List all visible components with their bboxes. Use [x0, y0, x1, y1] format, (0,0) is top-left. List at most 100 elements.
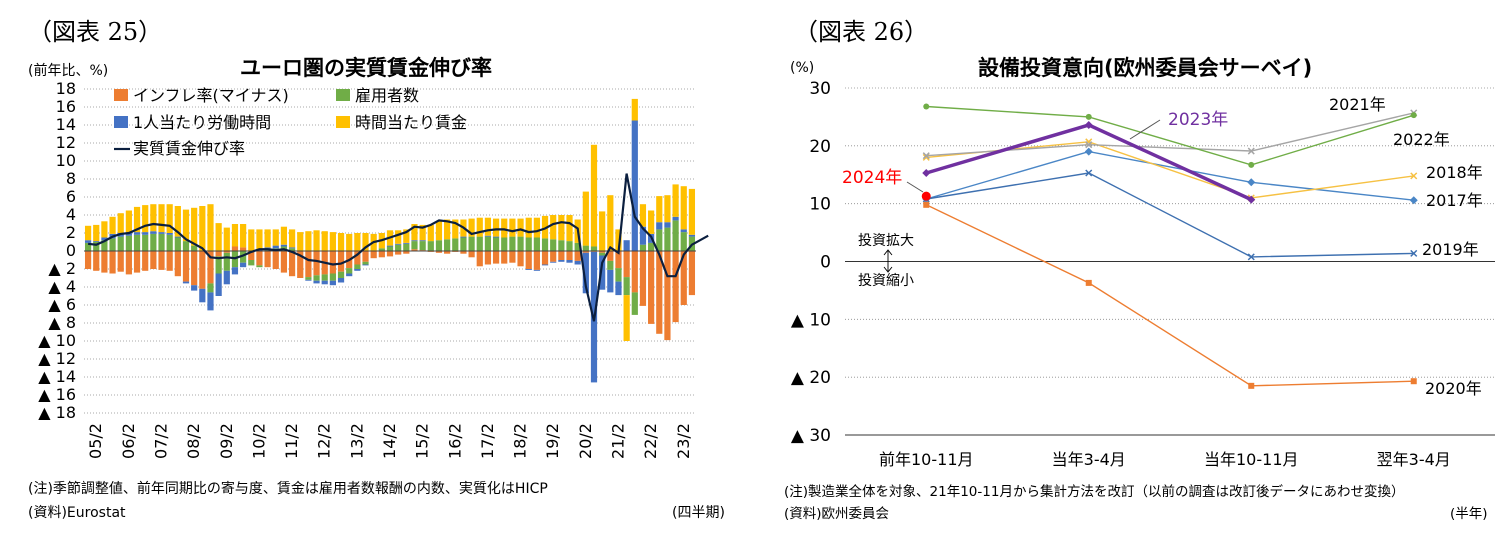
bar-segment [321, 274, 328, 281]
bar-segment [476, 217, 483, 237]
bar-segment [468, 236, 475, 251]
point-marker [1247, 147, 1255, 155]
bar-segment [444, 251, 451, 254]
figure-label-26: （図表 26） [794, 18, 929, 46]
bar-segment [672, 220, 679, 251]
bar-segment [280, 226, 288, 245]
bar-segment [84, 242, 92, 251]
y-tick-label: 2 [66, 223, 76, 242]
annotation-arrow [883, 249, 893, 273]
bar-segment [664, 251, 671, 341]
bar-segment [468, 251, 475, 258]
bar-segment [395, 230, 402, 244]
point-marker [1248, 161, 1255, 168]
bar-segment [158, 232, 165, 234]
bar-segment [346, 233, 353, 251]
bar-segment [631, 292, 638, 315]
bar-segment [125, 251, 132, 275]
bar-segment [313, 230, 320, 251]
bar-segment [648, 210, 655, 234]
bar-segment [582, 191, 589, 246]
legend-label: 1人当たり労働時間 [133, 113, 271, 132]
figure-label-25: （図表 25） [28, 18, 163, 46]
bar-segment [386, 245, 394, 247]
bar-segment [142, 251, 149, 271]
bar-segment [305, 251, 312, 278]
right-chart-panel: （図表 26） 設備投資意向(欧州委員会サーベイ) (%) ▲ 30 ▲ 20 ▲ … [770, 0, 1511, 545]
bar-segment [240, 251, 247, 263]
series-line [925, 204, 1414, 387]
legend-label: インフレ率(マイナス) [133, 86, 289, 105]
point-marker [1084, 121, 1093, 130]
bar-segment [574, 251, 581, 261]
y-tick-label: 20 [809, 137, 831, 157]
left-chart-panel: （図表 25） ユーロ圏の実質賃金伸び率 (前年比、%) ▲ 18 ▲ 16 ▲ 1… [0, 0, 755, 545]
x-tick-label: 19/2 [543, 423, 562, 459]
x-tick-label: 07/2 [152, 423, 171, 459]
legend-swatch [336, 116, 350, 128]
bar-segment [550, 215, 557, 240]
bar-segment [354, 233, 361, 251]
bar-segment [623, 240, 630, 251]
bar-segment [590, 246, 598, 251]
bar-segment [386, 246, 394, 251]
bar-segment [664, 227, 671, 251]
bar-segment [93, 251, 100, 271]
bar-segment [639, 251, 647, 306]
bar-segment [623, 295, 630, 341]
bar-segment [346, 268, 353, 274]
bar-segment [688, 234, 696, 237]
x-tick-label: 11/2 [282, 423, 301, 459]
bar-segment [248, 229, 255, 251]
bar-segment [93, 241, 100, 242]
right-chart-title: 設備投資意向(欧州委員会サーベイ) [978, 56, 1313, 80]
bar-segment [403, 251, 410, 254]
y-tick-label: ▲ 10 [38, 331, 76, 350]
bar-segment [599, 211, 606, 251]
point-marker [1085, 141, 1093, 149]
bar-segment [501, 237, 508, 251]
bar-segment [452, 219, 459, 239]
bar-segment [680, 186, 687, 230]
bar-segment [574, 260, 581, 265]
bar-segment [272, 251, 279, 269]
x-tick-label: 前年10-11月 [879, 450, 974, 469]
bar-segment [313, 275, 320, 281]
bar-segment [656, 196, 663, 223]
bar-segment [419, 241, 426, 251]
y-tick-label: 16 [56, 97, 76, 116]
bar-segment [280, 244, 288, 247]
x-tick-label: 08/2 [184, 423, 203, 459]
bar-segment [199, 251, 206, 289]
x-tick-label: 21/2 [608, 423, 627, 459]
bar-segment [550, 239, 557, 251]
bar-segment [231, 267, 239, 275]
bar-segment [362, 251, 369, 262]
bar-segment [223, 270, 230, 285]
bar-segment [541, 251, 549, 265]
point-marker [1410, 172, 1418, 180]
bar-segment [607, 195, 614, 251]
x-tick-label: 18/2 [511, 423, 530, 459]
bar-segment [623, 277, 630, 296]
point-marker [1410, 249, 1418, 257]
bar-segment [566, 260, 573, 263]
bar-segment [590, 144, 598, 247]
bar-segment [460, 236, 467, 238]
bar-segment [427, 224, 434, 242]
bar-segment [305, 279, 312, 281]
bar-segment [484, 251, 492, 265]
bar-segment [607, 260, 614, 270]
left-source: (資料)Eurostat [28, 505, 126, 521]
bar-segment [615, 268, 622, 282]
bar-segment [419, 224, 426, 241]
bar-segment [166, 251, 173, 271]
bar-segment [501, 251, 508, 264]
point-marker [1085, 113, 1092, 120]
bar-segment [150, 204, 157, 232]
bar-segment [288, 248, 296, 251]
bar-segment [615, 251, 622, 269]
left-period-unit: (四半期) [672, 505, 725, 521]
bar-segment [648, 242, 655, 251]
bar-segment [403, 243, 410, 251]
